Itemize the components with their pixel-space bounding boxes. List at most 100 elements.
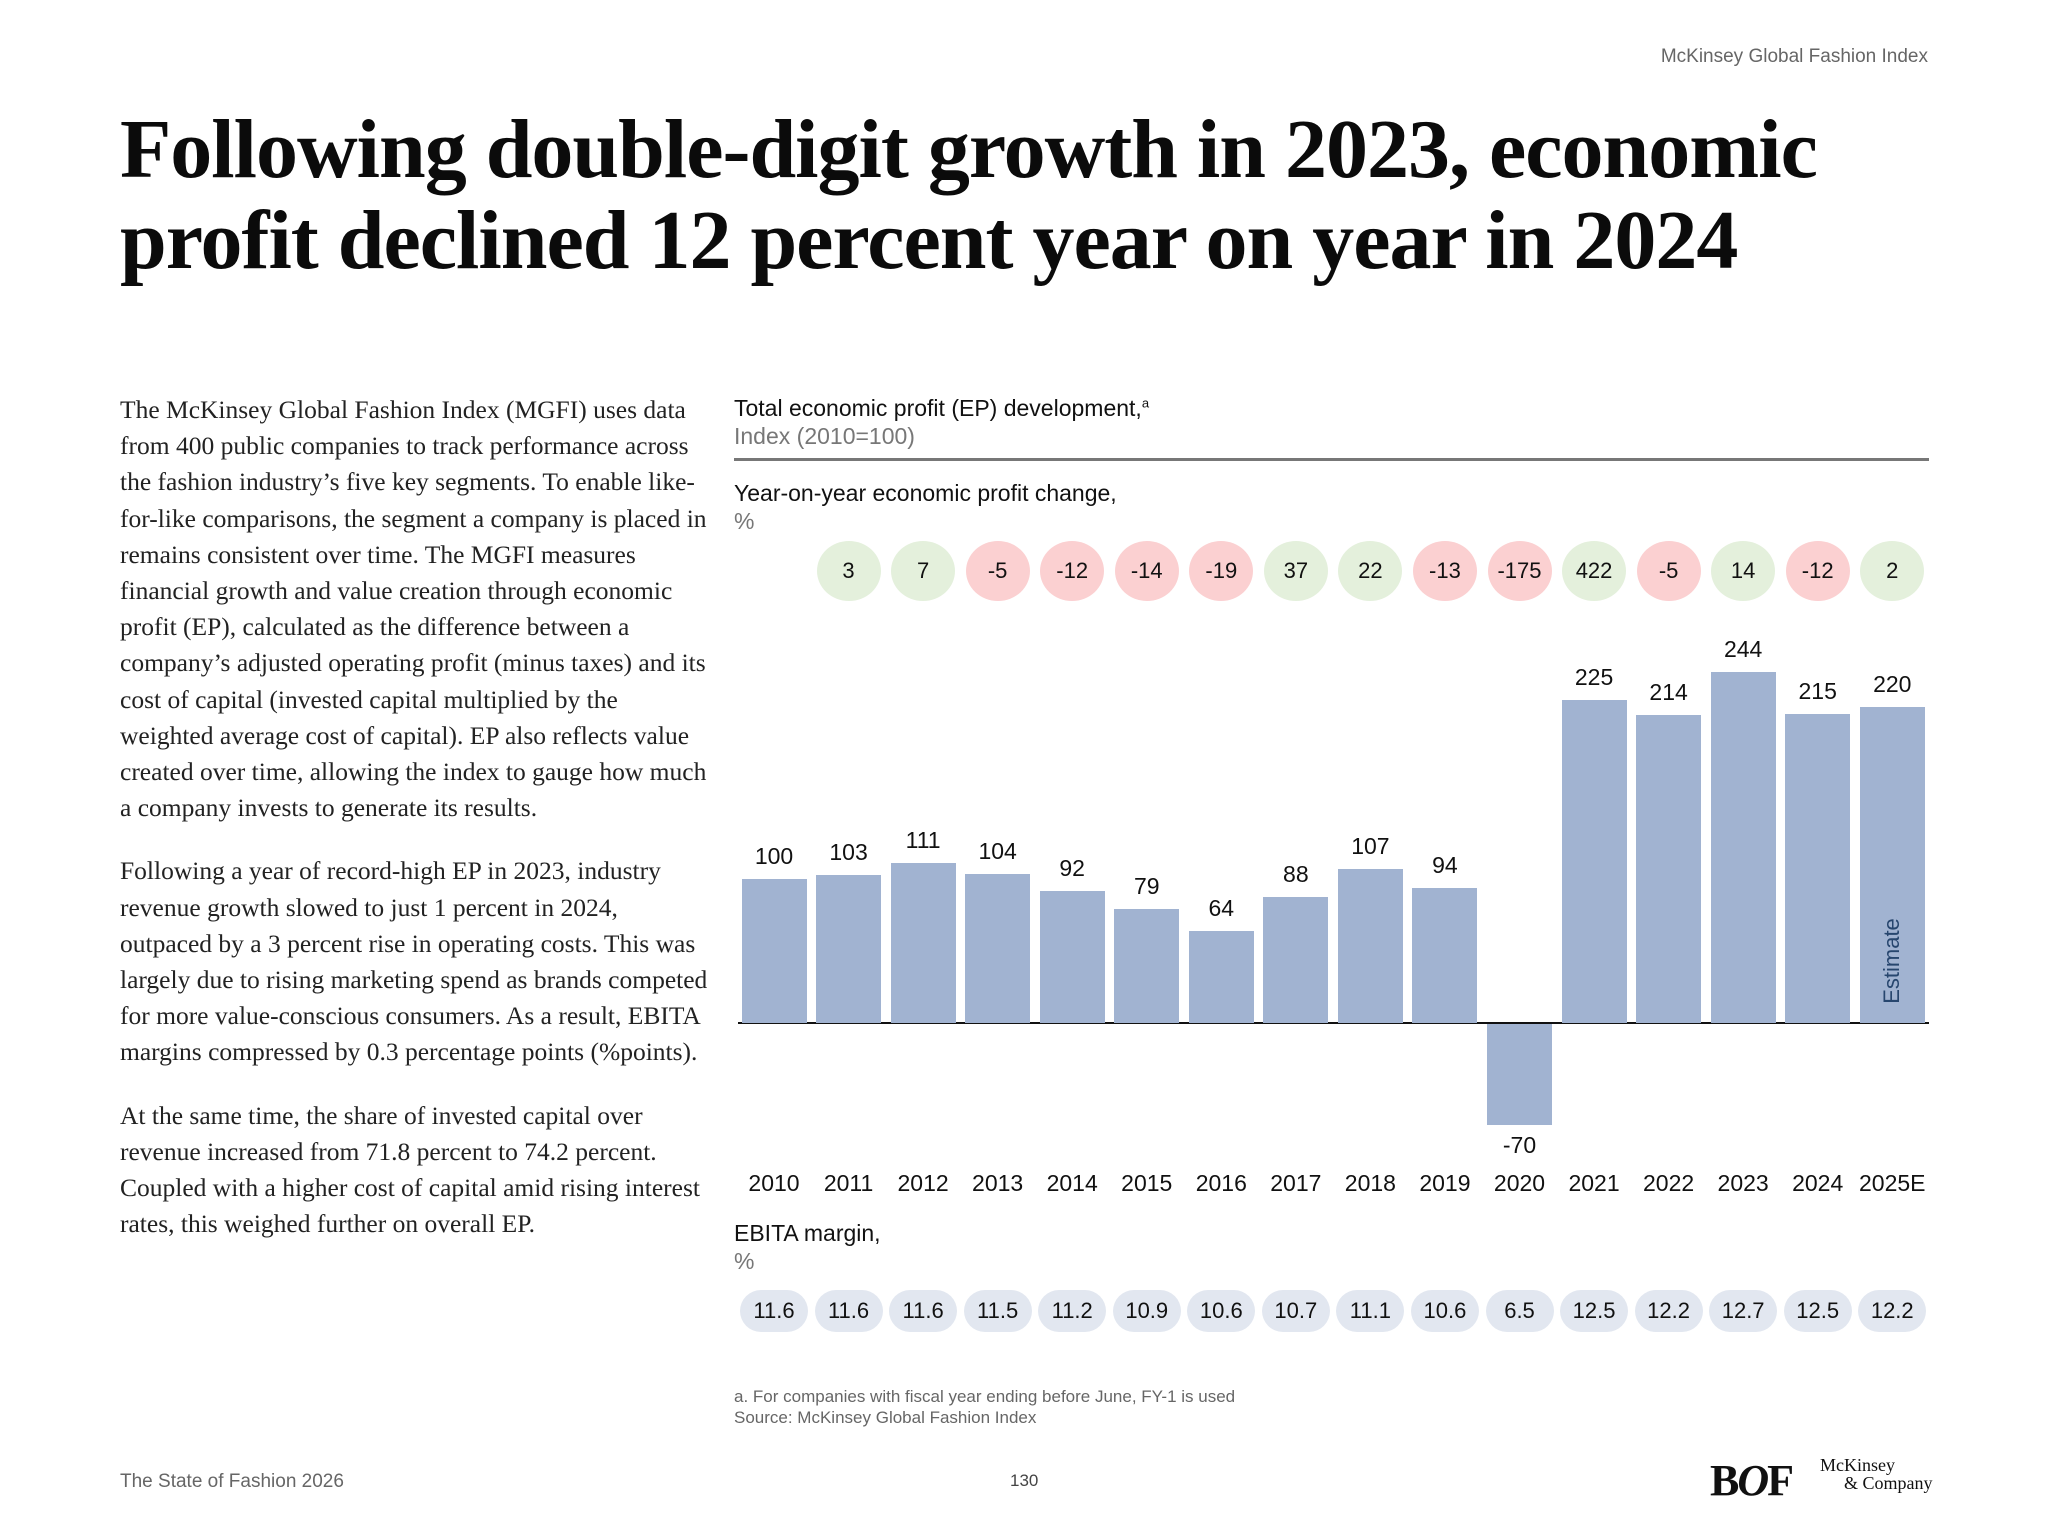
source-note: Source: McKinsey Global Fashion Index [734,1408,1037,1427]
bar-2017 [1263,896,1329,1023]
yoy-change-2018: 22 [1338,541,1403,601]
year-label-2016: 2016 [1195,1170,1247,1196]
chart-title-text: Total economic profit (EP) development, [734,395,1142,421]
bar-2019 [1412,887,1478,1023]
bar-2013 [965,873,1031,1023]
value-label-2019: 94 [1432,851,1458,878]
year-label-2015: 2015 [1121,1170,1173,1196]
value-label-2022: 214 [1649,679,1688,706]
yoy-change-2015: -14 [1114,541,1179,601]
bar-2012 [890,863,956,1023]
yoy-change-2016: -19 [1189,541,1254,601]
ebita-value-2017: 10.7 [1261,1290,1330,1332]
header-source-label: McKinsey Global Fashion Index [1660,46,1928,67]
value-label-2013: 104 [978,837,1017,864]
year-label-2011: 2011 [823,1170,874,1196]
bar-2015 [1114,909,1180,1023]
value-label-2020: -70 [1502,1131,1537,1158]
body-paragraph: The McKinsey Global Fashion Index (MGFI)… [120,395,707,823]
ebita-value-2016: 10.6 [1187,1290,1256,1332]
ebita-value-2014: 11.2 [1038,1290,1107,1332]
ebita-value-2010: 11.6 [740,1290,808,1332]
bar-2018 [1337,869,1403,1023]
yoy-change-2011: 3 [816,541,881,601]
yoy-change-2023: 14 [1711,541,1776,601]
body-text: The McKinsey Global Fashion Index (MGFI)… [120,392,710,1269]
estimate-label: Estimate [1879,918,1905,1004]
body-paragraph: Following a year of record-high EP in 20… [120,856,708,1067]
value-label-2010: 100 [754,843,794,870]
bar-2010 [741,879,807,1023]
mckinsey-logo: McKinsey & Company [1820,1455,1933,1493]
ebita-label: EBITA margin, [734,1220,881,1246]
ebita-value-2015: 10.9 [1112,1290,1181,1332]
ebita-value-2019: 10.6 [1410,1290,1479,1332]
yoy-change-2017: 37 [1263,541,1328,601]
yoy-change-2020: -175 [1487,541,1552,601]
ebita-value-2025E: 12.2 [1858,1290,1927,1332]
bar-2016 [1188,931,1254,1023]
year-label-2013: 2013 [972,1170,1024,1196]
yoy-change-2019: -13 [1412,541,1477,601]
value-label-2011: 103 [829,838,868,865]
yoy-change-2012: 7 [891,541,956,601]
bar-2021 [1561,699,1627,1023]
value-label-2025E: 220 [1873,670,1912,697]
value-label-2021: 225 [1574,663,1614,690]
value-label-2018: 107 [1351,833,1390,860]
bar-2011 [816,874,882,1023]
bar-2024 [1785,714,1851,1023]
zero-baseline [738,1022,1929,1024]
value-label-2024: 215 [1798,678,1837,705]
body-paragraph: At the same time, the share of invested … [120,1100,700,1239]
bar-2022 [1636,715,1702,1023]
ebita-value-2012: 11.6 [889,1290,958,1332]
bar-2020 [1487,1024,1552,1125]
ebita-value-2018: 11.1 [1336,1290,1405,1332]
ebita-value-2021: 12.5 [1560,1290,1629,1332]
year-label-2022: 2022 [1643,1170,1695,1196]
year-label-2010: 2010 [748,1170,800,1196]
yoy-change-2014: -12 [1040,541,1105,601]
bar-2023 [1710,672,1776,1023]
year-label-2017: 2017 [1270,1170,1322,1196]
year-label-2019: 2019 [1419,1170,1471,1196]
footnote: a. For companies with fiscal year ending… [734,1387,1236,1406]
ebita-value-2023: 12.7 [1709,1290,1778,1332]
year-label-2014: 2014 [1046,1170,1098,1196]
ebita-value-2024: 12.5 [1783,1290,1852,1332]
value-label-2023: 244 [1723,636,1763,663]
year-label-2024: 2024 [1792,1170,1844,1196]
footnote-mark: a [1141,395,1150,411]
yoy-change-2021: 422 [1562,541,1627,601]
ebita-value-2011: 11.6 [814,1290,883,1332]
ebita-value-2022: 12.2 [1634,1290,1703,1332]
value-label-2014: 92 [1059,854,1085,881]
year-label-2020: 2020 [1493,1170,1546,1196]
yoy-label: Year-on-year economic profit change, [734,480,1117,506]
year-label-2018: 2018 [1344,1170,1396,1196]
value-label-2017: 88 [1283,860,1309,887]
yoy-unit: % [734,508,755,534]
page-number: 130 [1010,1471,1039,1490]
year-label-2025E: 2025E [1858,1170,1926,1196]
value-label-2012: 111 [905,827,941,854]
ebita-value-2013: 11.5 [963,1290,1032,1332]
value-label-2015: 79 [1133,873,1160,900]
year-label-2023: 2023 [1717,1170,1769,1196]
yoy-change-2024: -12 [1785,541,1850,601]
ebita-unit: % [734,1248,755,1274]
year-label-2021: 2021 [1568,1170,1620,1196]
page-title: Following double-digit growth in 2023, e… [120,103,1818,287]
ebita-value-2020: 6.5 [1485,1290,1554,1332]
yoy-change-2022: -5 [1636,541,1701,601]
yoy-change-2013: -5 [965,541,1030,601]
yoy-change-2025E: 2 [1860,541,1925,601]
value-label-2016: 64 [1208,895,1235,922]
bar-2025E [1859,706,1925,1023]
bof-logo: BOF [1710,1456,1794,1505]
bar-2014 [1039,890,1105,1023]
chart-title: Total economic profit (EP) development,a [734,395,1149,422]
divider [734,458,1929,461]
footer-publication: The State of Fashion 2026 [120,1471,344,1492]
